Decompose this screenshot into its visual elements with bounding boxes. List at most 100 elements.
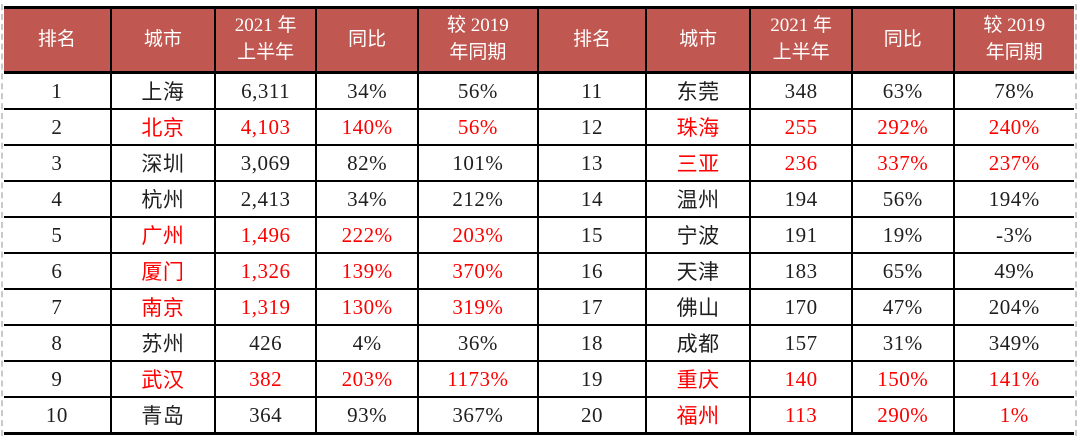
city-cell: 东莞 — [644, 71, 752, 110]
column-header-city-label: 城市 — [679, 28, 718, 50]
value-2021h1-cell: 113 — [749, 396, 853, 435]
value-2021h1-cell: 426 — [213, 324, 318, 362]
table-row: 6 厦门 1,326 139% 370% — [4, 252, 540, 290]
city-cell: 武汉 — [109, 360, 216, 398]
city-cell: 三亚 — [644, 144, 752, 182]
rank-cell: 9 — [4, 360, 112, 398]
yoy-cell: 65% — [850, 252, 955, 290]
value-2021h1-cell: 3,069 — [213, 144, 318, 182]
table-row: 19 重庆 140 150% 141% — [539, 360, 1074, 398]
table-row: 12 珠海 255 292% 240% — [539, 108, 1074, 146]
rank-cell: 11 — [539, 71, 647, 110]
yoy-cell: 139% — [315, 252, 419, 290]
value-2021h1-cell: 1,496 — [213, 216, 318, 254]
yoy-cell: 140% — [315, 108, 419, 146]
table-row: 16 天津 183 65% 49% — [539, 252, 1074, 290]
vs2019-cell: 141% — [952, 360, 1074, 398]
rank-cell: 15 — [539, 216, 647, 254]
rank-cell: 5 — [4, 216, 112, 254]
city-cell: 苏州 — [109, 324, 216, 362]
value-2021h1-cell: 4,103 — [213, 108, 318, 146]
yoy-cell: 19% — [850, 216, 955, 254]
yoy-cell: 47% — [850, 288, 955, 326]
yoy-cell: 34% — [315, 180, 419, 218]
city-cell: 珠海 — [644, 108, 752, 146]
value-2021h1-cell: 364 — [213, 396, 318, 435]
column-header-vs2019-line1: 较 2019 — [447, 15, 509, 37]
column-header-rank-label: 排名 — [37, 28, 76, 50]
vs2019-cell: 101% — [416, 144, 540, 182]
value-2021h1-cell: 194 — [749, 180, 853, 218]
value-2021h1-cell: 191 — [749, 216, 853, 254]
column-header-2021h1: 2021 年 上半年 — [213, 6, 318, 74]
rank-cell: 18 — [539, 324, 647, 362]
vs2019-cell: 370% — [416, 252, 540, 290]
table-row: 10 青岛 364 93% 367% — [4, 396, 540, 435]
table-row: 20 福州 113 290% 1% — [539, 396, 1074, 435]
city-cell: 福州 — [644, 396, 752, 435]
header-row: 排名 城市 2021 年 上半年 同比 较 2019 年同期 — [4, 6, 540, 74]
column-header-city: 城市 — [644, 6, 752, 74]
table-row: 11 东莞 348 63% 78% — [539, 71, 1074, 110]
vs2019-cell: 319% — [416, 288, 540, 326]
column-header-rank: 排名 — [539, 6, 647, 74]
vs2019-cell: 240% — [952, 108, 1074, 146]
rank-cell: 1 — [4, 71, 112, 110]
city-cell: 佛山 — [644, 288, 752, 326]
column-header-2021h1-line2: 上半年 — [237, 42, 295, 63]
table-row: 18 成都 157 31% 349% — [539, 324, 1074, 362]
city-cell: 厦门 — [109, 252, 216, 290]
column-header-rank: 排名 — [4, 6, 112, 74]
rank-cell: 10 — [4, 396, 112, 435]
rank-cell: 7 — [4, 288, 112, 326]
table-row: 8 苏州 426 4% 36% — [4, 324, 540, 362]
column-header-vs2019-line2: 年同期 — [985, 42, 1043, 63]
vs2019-cell: 78% — [952, 71, 1074, 110]
right-dashed-page-edge — [1075, 4, 1077, 436]
value-2021h1-cell: 170 — [749, 288, 853, 326]
column-header-2021h1-line2: 上半年 — [772, 42, 830, 63]
vs2019-cell: 56% — [416, 108, 540, 146]
column-header-yoy: 同比 — [315, 6, 419, 74]
rank-cell: 20 — [539, 396, 647, 435]
rank-cell: 19 — [539, 360, 647, 398]
vs2019-cell: 237% — [952, 144, 1074, 182]
vs2019-cell: 36% — [416, 324, 540, 362]
vs2019-cell: 203% — [416, 216, 540, 254]
yoy-cell: 31% — [850, 324, 955, 362]
city-cell: 杭州 — [109, 180, 216, 218]
city-cell: 天津 — [644, 252, 752, 290]
table-row: 15 宁波 191 19% -3% — [539, 216, 1074, 254]
column-header-yoy-label: 同比 — [883, 28, 922, 50]
vs2019-cell: 49% — [952, 252, 1074, 290]
column-header-2021h1-line1: 2021 年 — [770, 15, 833, 37]
yoy-cell: 337% — [850, 144, 955, 182]
value-2021h1-cell: 183 — [749, 252, 853, 290]
column-header-vs2019-line1: 较 2019 — [983, 15, 1046, 37]
table-row: 1 上海 6,311 34% 56% — [4, 71, 540, 110]
value-2021h1-cell: 6,311 — [213, 71, 318, 110]
value-2021h1-cell: 1,319 — [213, 288, 318, 326]
yoy-cell: 203% — [315, 360, 419, 398]
rank-cell: 8 — [4, 324, 112, 362]
left-dashed-page-edge — [1, 4, 3, 436]
yoy-cell: 150% — [850, 360, 955, 398]
rank-cell: 13 — [539, 144, 647, 182]
city-cell: 南京 — [109, 288, 216, 326]
table-row: 3 深圳 3,069 82% 101% — [4, 144, 540, 182]
yoy-cell: 93% — [315, 396, 419, 435]
rank-cell: 4 — [4, 180, 112, 218]
column-header-yoy-label: 同比 — [348, 28, 387, 50]
column-header-vs2019: 较 2019 年同期 — [952, 6, 1074, 74]
rank-cell: 16 — [539, 252, 647, 290]
column-header-rank-label: 排名 — [572, 28, 611, 50]
city-cell: 重庆 — [644, 360, 752, 398]
vs2019-cell: 367% — [416, 396, 540, 435]
vs2019-cell: 1173% — [416, 360, 540, 398]
vs2019-cell: 204% — [952, 288, 1074, 326]
value-2021h1-cell: 157 — [749, 324, 853, 362]
table-row: 2 北京 4,103 140% 56% — [4, 108, 540, 146]
vs2019-cell: 1% — [952, 396, 1074, 435]
city-cell: 青岛 — [109, 396, 216, 435]
city-cell: 上海 — [109, 71, 216, 110]
